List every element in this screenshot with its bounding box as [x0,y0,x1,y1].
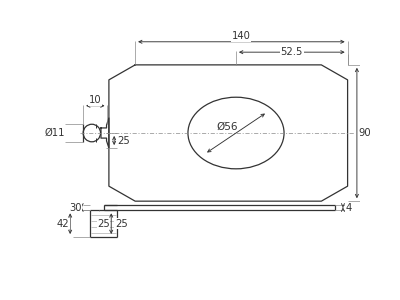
Text: 25: 25 [115,219,128,229]
Text: 10: 10 [89,95,102,105]
Text: Ø56: Ø56 [216,122,238,132]
Text: 52.5: 52.5 [281,47,303,57]
Text: 140: 140 [232,31,251,41]
Text: 4: 4 [346,202,352,212]
Text: 25: 25 [97,219,110,229]
Text: 42: 42 [57,219,70,229]
Text: Ø11: Ø11 [45,128,66,138]
Text: 30: 30 [69,202,82,212]
Text: 90: 90 [358,128,371,138]
Text: 25: 25 [117,136,130,146]
